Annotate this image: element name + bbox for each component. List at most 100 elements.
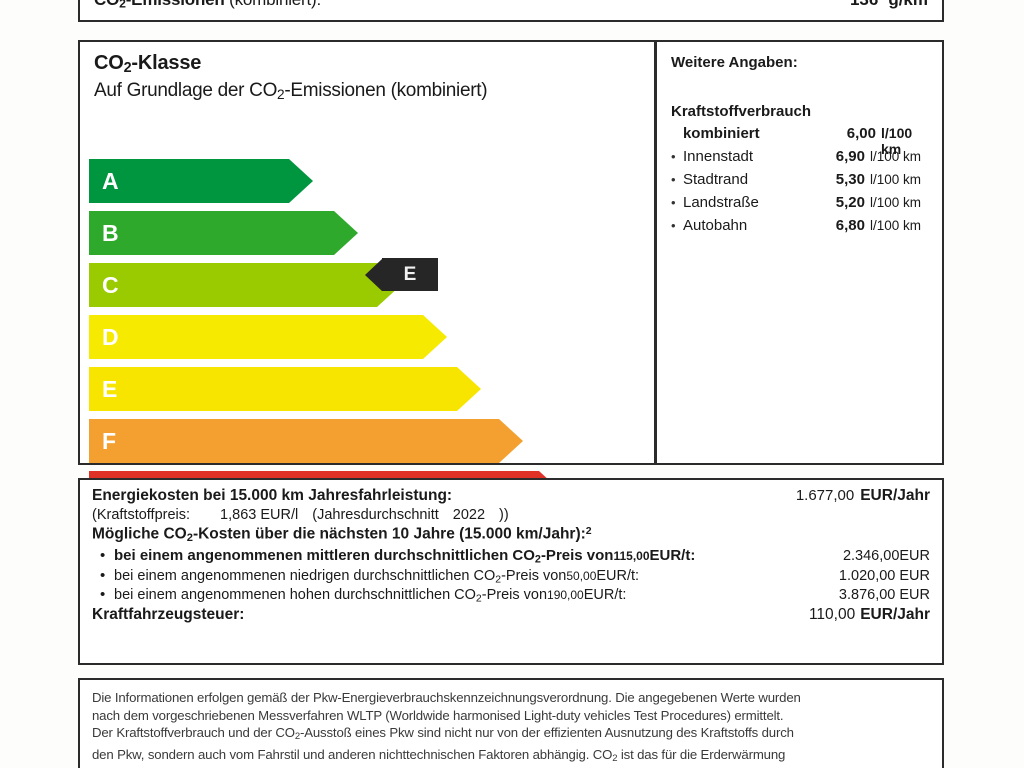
co2-class-panel: CO2-Klasse Auf Grundlage der CO2-Emissio… bbox=[78, 40, 656, 515]
fuel-price-row: (Kraftstoffpreis: 1,863 EUR/l (Jahresdur… bbox=[92, 507, 930, 523]
efficiency-bar-tip-icon bbox=[334, 211, 358, 255]
fuel-consumption-row: kombiniert 6,00 l/100 km bbox=[671, 125, 936, 157]
fuel-consumption-row: • Innenstadt 6,90 l/100 km bbox=[671, 148, 936, 171]
efficiency-class-letter: A bbox=[102, 167, 119, 194]
marker-arrow-icon bbox=[365, 258, 382, 291]
fuel-consumption-heading: Kraftstoffverbrauch bbox=[671, 103, 812, 120]
efficiency-class-scale: ABCDEFG bbox=[89, 159, 649, 523]
energy-cost-row: Energiekosten bei 15.000 km Jahresfahrle… bbox=[92, 487, 930, 505]
co2-cost-scenarios: • bei einem angenommenen mittleren durchs… bbox=[92, 547, 930, 604]
energy-cost-unit: EUR/Jahr bbox=[860, 487, 930, 504]
additional-info-title: Weitere Angaben: bbox=[671, 54, 798, 71]
scenario-description: bei einem angenommenen mittleren durchsc… bbox=[114, 547, 614, 566]
fuel-price-label: (Kraftstoffpreis: bbox=[92, 507, 191, 523]
scenario-total-cost: 3.876,00 EUR bbox=[838, 586, 930, 603]
efficiency-class-letter: C bbox=[102, 271, 119, 298]
scenario-co2-price: 50,00 bbox=[566, 568, 597, 583]
co2-class-title: CO2-Klasse bbox=[94, 52, 202, 77]
selected-class-letter: E bbox=[403, 263, 417, 285]
fuel-consumption-list: kombiniert 6,00 l/100 km • Innenstadt 6,90 l/1… bbox=[671, 125, 936, 240]
scenario-price-unit: EUR/t: bbox=[596, 567, 640, 584]
disclaimer-line-3: Der Kraftstoffverbrauch und der CO2-Auss… bbox=[92, 725, 794, 743]
co2-emissions-row: CO2-Emissionen (kombiniert): 136 g/km bbox=[78, 0, 944, 22]
fuel-consumption-unit: l/100 km bbox=[870, 218, 922, 233]
vehicle-tax-unit: EUR/Jahr bbox=[860, 606, 930, 624]
efficiency-bar-body: D bbox=[89, 315, 423, 359]
scenario-total-cost: 2.346,00EUR bbox=[842, 548, 930, 565]
efficiency-bar-c: C bbox=[89, 263, 401, 307]
energy-cost-label: Energiekosten bei 15.000 km Jahresfahrle… bbox=[92, 487, 453, 504]
efficiency-bar-tip-icon bbox=[289, 159, 313, 203]
efficiency-bar-body: A bbox=[89, 159, 289, 203]
efficiency-bar-body: F bbox=[89, 419, 499, 463]
fuel-cycle-name: Landstraße bbox=[683, 194, 759, 211]
fuel-consumption-row: • Landstraße 5,20 l/100 km bbox=[671, 194, 936, 217]
disclaimer-line-1: Die Informationen erfolgen gemäß der Pkw… bbox=[92, 690, 801, 705]
fuel-consumption-value: 6,80 bbox=[835, 217, 865, 234]
additional-info-panel: Weitere Angaben: Kraftstoffverbrauch kom… bbox=[655, 40, 944, 465]
scenario-total-cost: 1.020,00 EUR bbox=[838, 567, 930, 584]
efficiency-bar-f: F bbox=[89, 419, 523, 463]
efficiency-bar-e: E bbox=[89, 367, 481, 411]
fuel-consumption-row: • Stadtrand 5,30 l/100 km bbox=[671, 171, 936, 194]
efficiency-class-row: B bbox=[89, 211, 649, 259]
efficiency-bar-tip-icon bbox=[499, 419, 523, 463]
co2-class-subtitle: Auf Grundlage der CO2-Emissionen (kombin… bbox=[94, 80, 488, 102]
bullet-icon: • bbox=[671, 149, 676, 164]
efficiency-class-letter: F bbox=[102, 427, 117, 454]
vehicle-tax-value: 110,00 bbox=[808, 606, 856, 624]
efficiency-class-row: A bbox=[89, 159, 649, 207]
bullet-icon: • bbox=[100, 547, 106, 565]
vehicle-tax-label: Kraftfahrzeugsteuer: bbox=[92, 606, 245, 624]
efficiency-class-row: E bbox=[89, 367, 649, 415]
efficiency-class-letter: D bbox=[102, 323, 119, 350]
fuel-consumption-unit: l/100 km bbox=[870, 195, 922, 210]
fuel-price-value: 1,863 EUR/l bbox=[220, 507, 299, 523]
fuel-cycle-name: Autobahn bbox=[683, 217, 748, 234]
vehicle-tax-row: Kraftfahrzeugsteuer: 110,00 EUR/Jahr bbox=[92, 606, 930, 624]
efficiency-bar-body: C bbox=[89, 263, 377, 307]
co2-cost-scenario-row: • bei einem angenommenen mittleren durchs… bbox=[92, 547, 930, 565]
fuel-consumption-row: • Autobahn 6,80 l/100 km bbox=[671, 217, 936, 240]
disclaimer-line-4: den Pkw, sondern auch vom Fahrstil und a… bbox=[92, 746, 786, 764]
efficiency-bar-tip-icon bbox=[457, 367, 481, 411]
fuel-cycle-name: Innenstadt bbox=[683, 148, 754, 165]
fuel-consumption-value: 6,90 bbox=[835, 148, 865, 165]
fuel-consumption-unit: l/100 km bbox=[870, 172, 922, 187]
fuel-price-year: 2022 bbox=[452, 507, 486, 523]
scenario-price-unit: EUR/t: bbox=[583, 586, 627, 603]
efficiency-bar-d: D bbox=[89, 315, 447, 359]
efficiency-bar-body: E bbox=[89, 367, 457, 411]
co2-emissions-label: CO2-Emissionen (kombiniert): bbox=[94, 0, 321, 11]
scenario-co2-price: 115,00 bbox=[613, 549, 650, 564]
co2-cost-scenario-row: • bei einem angenommenen hohen durchschni… bbox=[92, 586, 930, 604]
fuel-consumption-value: 6,00 bbox=[846, 125, 876, 142]
disclaimer-panel: Die Informationen erfolgen gemäß der Pkw… bbox=[78, 678, 944, 768]
efficiency-class-letter: B bbox=[102, 219, 119, 246]
fuel-price-avg-label: (Jahresdurchschnitt bbox=[312, 507, 439, 523]
bullet-icon: • bbox=[671, 172, 676, 187]
co2-emissions-value: 136 bbox=[850, 0, 878, 10]
bullet-icon: • bbox=[671, 218, 676, 233]
disclaimer-line-2: nach dem vorgeschriebenen Messverfahren … bbox=[92, 707, 784, 723]
energy-cost-value: 1.677,00 bbox=[795, 487, 855, 504]
co2-emissions-unit: g/km bbox=[888, 0, 928, 10]
fuel-consumption-unit: l/100 km bbox=[870, 149, 922, 164]
fuel-consumption-unit: l/100 km bbox=[881, 125, 913, 157]
scenario-description: bei einem angenommenen hohen durchschnit… bbox=[114, 586, 548, 605]
efficiency-class-letter: E bbox=[102, 375, 118, 402]
bullet-icon: • bbox=[671, 195, 676, 210]
fuel-price-close: )) bbox=[499, 507, 509, 523]
co2-costs-heading: Mögliche CO2-Kosten über die nächsten 10… bbox=[92, 525, 592, 545]
scenario-price-unit: EUR/t: bbox=[649, 547, 696, 565]
efficiency-bar-a: A bbox=[89, 159, 313, 203]
efficiency-class-row: F bbox=[89, 419, 649, 467]
fuel-consumption-value: 5,30 bbox=[835, 171, 865, 188]
efficiency-bar-tip-icon bbox=[423, 315, 447, 359]
scenario-co2-price: 190,00 bbox=[547, 587, 584, 602]
efficiency-bar-b: B bbox=[89, 211, 358, 255]
efficiency-class-row: D bbox=[89, 315, 649, 363]
costs-panel: Energiekosten bei 15.000 km Jahresfahrle… bbox=[78, 478, 944, 665]
fuel-consumption-value: 5,20 bbox=[835, 194, 865, 211]
